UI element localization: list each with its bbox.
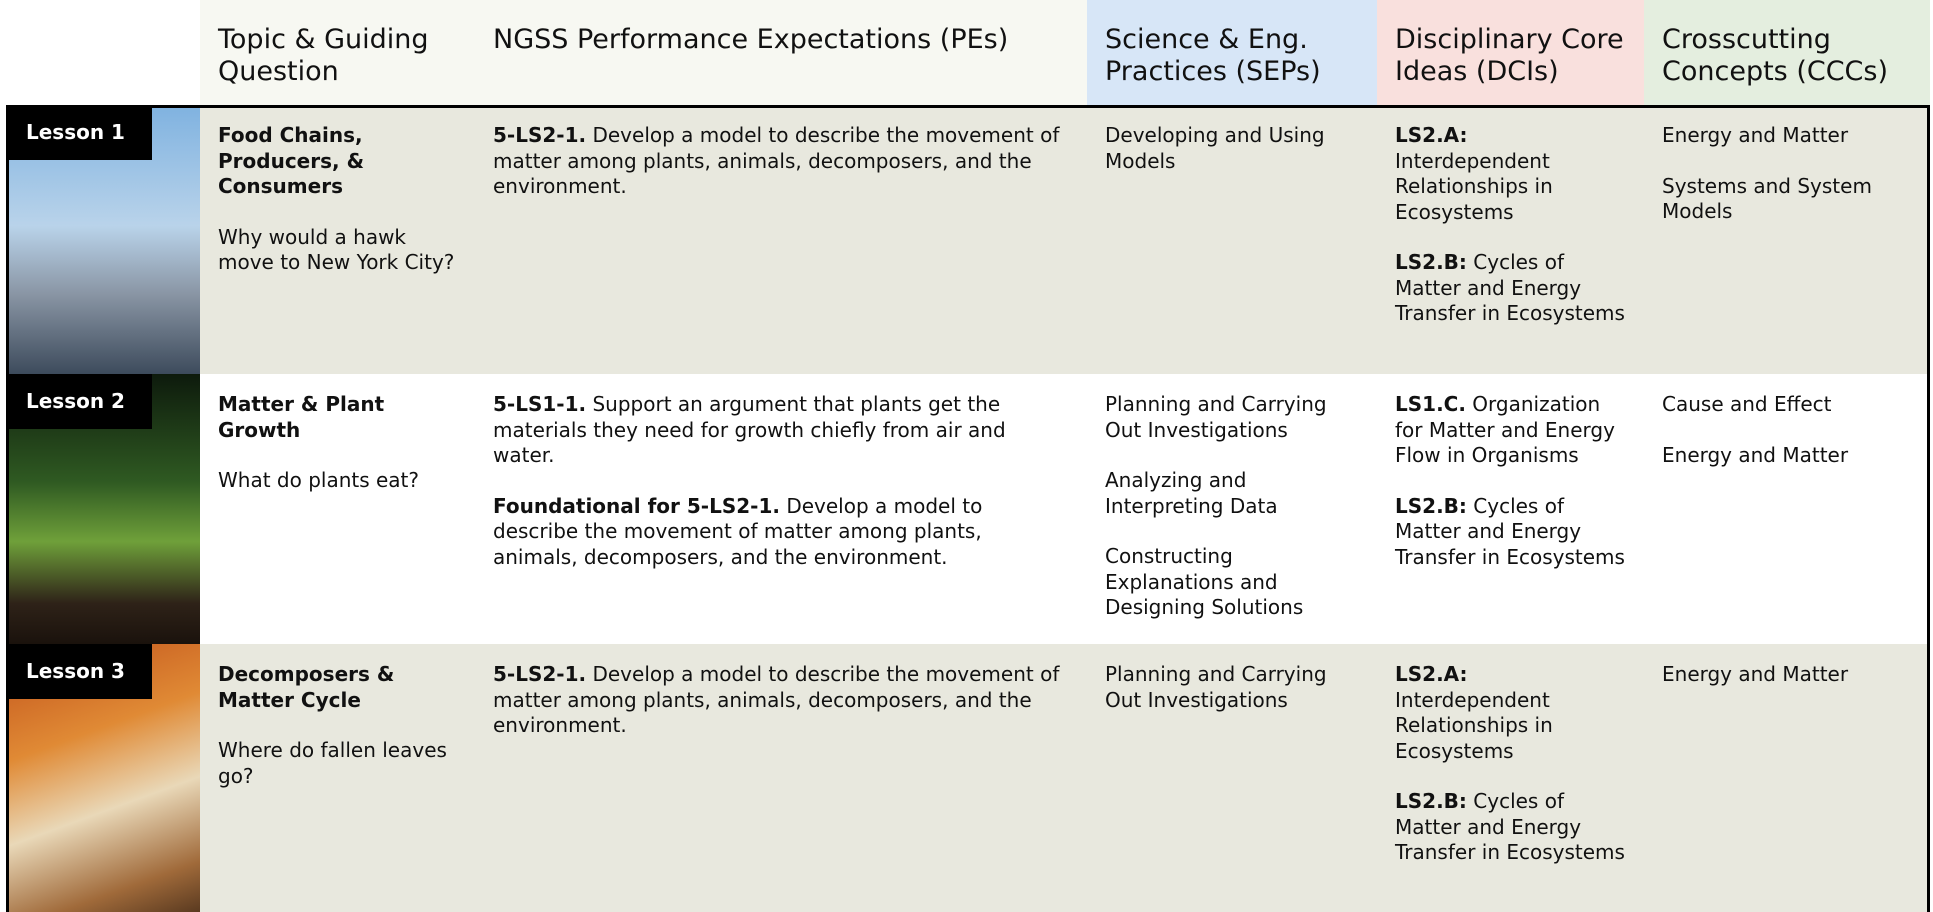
performance-expectation-code: Foundational for 5-LS2-1. <box>493 493 780 518</box>
practice: Constructing Explanations and Designing … <box>1105 544 1304 619</box>
lesson-table: Topic & Guiding Question NGSS Performance… <box>6 0 1930 912</box>
core-idea-code: LS2.B: <box>1395 250 1467 274</box>
practice: Planning and Carrying Out Investigations <box>1105 392 1327 442</box>
guiding-question: Where do fallen leaves go? <box>218 738 447 788</box>
performance-expectation-text: Develop a model to describe the movement… <box>493 662 1060 737</box>
performance-expectation: 5-LS2-1. Develop a model to describe the… <box>493 123 1069 200</box>
column-header: Topic & Guiding Question <box>200 0 475 105</box>
core-idea-cell: LS1.C. Organization for Matter and Energ… <box>1377 374 1644 644</box>
core-idea-text: Organization for Matter and Energy Flow … <box>1395 392 1615 467</box>
performance-expectation: Foundational for 5-LS2-1. Develop a mode… <box>493 494 1069 571</box>
performance-expectation: 5-LS1-1. Support an argument that plants… <box>493 392 1069 469</box>
crosscutting-concept: Cause and Effect <box>1662 392 1832 416</box>
header-blank <box>6 0 200 105</box>
lesson-image: Lesson 2 <box>6 374 200 644</box>
topic-title: Food Chains, Producers, & Consumers <box>218 123 365 198</box>
core-idea: LS2.B: Cycles of Matter and Energy Trans… <box>1395 250 1626 327</box>
guiding-question: Why would a hawk move to New York City? <box>218 224 455 275</box>
performance-expectation-text: Develop a model to describe the movement… <box>493 493 983 569</box>
crosscutting-concept-cell: Energy and Matter Systems and System Mode… <box>1644 105 1930 374</box>
crosscutting-concept: Energy and Matter <box>1662 442 1849 467</box>
lesson-image: Lesson 3 <box>6 644 200 912</box>
core-idea-text: Interdependent Relationships in Ecosyste… <box>1395 148 1553 224</box>
core-idea: LS2.B: Cycles of Matter and Energy Trans… <box>1395 494 1626 571</box>
performance-expectation: 5-LS2-1. Develop a model to describe the… <box>493 662 1069 739</box>
topic-cell: Decomposers & Matter Cycle Where do falle… <box>200 644 475 912</box>
performance-expectation-code: 5-LS2-1. <box>493 662 587 686</box>
lesson-image: Lesson 1 <box>6 105 200 374</box>
lesson-label: Lesson 1 <box>6 105 152 160</box>
core-idea-code: LS1.C. <box>1395 392 1466 416</box>
core-idea-code: LS2.B: <box>1395 789 1467 813</box>
topic-title: Matter & Plant Growth <box>218 392 385 442</box>
core-idea-text: Cycles of Matter and Energy Transfer in … <box>1395 250 1625 325</box>
lesson-label: Lesson 3 <box>6 644 152 699</box>
column-header: Crosscutting Concepts (CCCs) <box>1644 0 1930 105</box>
performance-expectation-cell: 5-LS2-1. Develop a model to describe the… <box>475 105 1087 374</box>
performance-expectation-text: Develop a model to describe the movement… <box>493 123 1060 198</box>
performance-expectation-text: Support an argument that plants get the … <box>493 392 1006 467</box>
guiding-question: What do plants eat? <box>218 468 420 492</box>
practice-cell: Planning and Carrying Out Investigations… <box>1087 374 1377 644</box>
core-idea-code: LS2.A: <box>1395 123 1468 147</box>
core-idea-cell: LS2.A: Interdependent Relationships in E… <box>1377 105 1644 374</box>
performance-expectation-cell: 5-LS2-1. Develop a model to describe the… <box>475 644 1087 912</box>
practice: Developing and Using Models <box>1105 123 1325 173</box>
core-idea-code: LS2.A: <box>1395 662 1468 686</box>
core-idea: LS2.A: Interdependent Relationships in E… <box>1395 123 1626 225</box>
core-idea: LS1.C. Organization for Matter and Energ… <box>1395 392 1626 469</box>
performance-expectation-cell: 5-LS1-1. Support an argument that plants… <box>475 374 1087 644</box>
crosscutting-concept-cell: Cause and Effect Energy and Matter <box>1644 374 1930 644</box>
crosscutting-concept: Energy and Matter <box>1662 662 1849 686</box>
practice-cell: Planning and Carrying Out Investigations <box>1087 644 1377 912</box>
practice-cell: Developing and Using Models <box>1087 105 1377 374</box>
column-header: Disciplinary Core Ideas (DCIs) <box>1377 0 1644 105</box>
core-idea-text: Cycles of Matter and Energy Transfer in … <box>1395 789 1625 864</box>
core-idea-text: Cycles of Matter and Energy Transfer in … <box>1395 493 1625 569</box>
column-header: NGSS Performance Expectations (PEs) <box>475 0 1087 105</box>
lesson-label: Lesson 2 <box>6 374 152 429</box>
practice: Analyzing and Interpreting Data <box>1105 468 1278 518</box>
crosscutting-concept-cell: Energy and Matter <box>1644 644 1930 912</box>
topic-cell: Food Chains, Producers, & Consumers Why w… <box>200 105 475 374</box>
core-idea-code: LS2.B: <box>1395 493 1467 518</box>
topic-cell: Matter & Plant Growth What do plants eat? <box>200 374 475 644</box>
performance-expectation-code: 5-LS1-1. <box>493 392 587 416</box>
core-idea: LS2.B: Cycles of Matter and Energy Trans… <box>1395 789 1626 866</box>
crosscutting-concept: Systems and System Models <box>1662 173 1872 224</box>
performance-expectation-code: 5-LS2-1. <box>493 123 587 147</box>
core-idea-cell: LS2.A: Interdependent Relationships in E… <box>1377 644 1644 912</box>
core-idea-text: Interdependent Relationships in Ecosyste… <box>1395 687 1553 763</box>
core-idea: LS2.A: Interdependent Relationships in E… <box>1395 662 1626 764</box>
crosscutting-concept: Energy and Matter <box>1662 123 1849 147</box>
practice: Planning and Carrying Out Investigations <box>1105 662 1327 712</box>
column-header: Science & Eng. Practices (SEPs) <box>1087 0 1377 105</box>
topic-title: Decomposers & Matter Cycle <box>218 662 395 712</box>
